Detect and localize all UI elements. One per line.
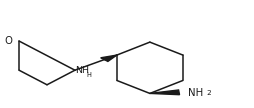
Text: NH: NH [188, 88, 203, 98]
Polygon shape [101, 55, 117, 61]
Text: H: H [86, 72, 91, 78]
Text: 2: 2 [206, 90, 211, 96]
Text: O: O [5, 36, 13, 45]
Polygon shape [150, 90, 180, 95]
Text: NH: NH [75, 66, 89, 75]
